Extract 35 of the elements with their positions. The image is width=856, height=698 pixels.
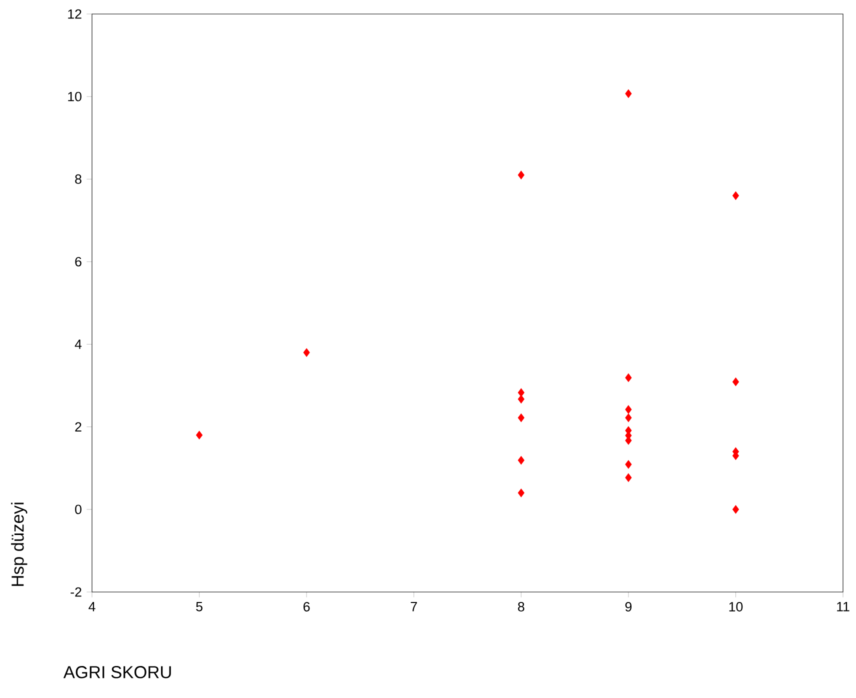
- point: [625, 405, 632, 414]
- point: [732, 191, 739, 200]
- x-tick-label: 6: [304, 602, 310, 612]
- point: [518, 388, 524, 397]
- y-tick-label: -2: [70, 587, 82, 597]
- point: [732, 505, 739, 514]
- point: [518, 170, 524, 180]
- x-tick-label: 8: [518, 602, 524, 612]
- y-tick-label: 2: [75, 422, 82, 432]
- point: [625, 89, 632, 98]
- x-tick-label: 5: [196, 602, 202, 612]
- x-axis-title: AGRI SKORU: [63, 666, 171, 678]
- point: [518, 413, 524, 422]
- y-tick-label: 8: [75, 174, 82, 184]
- point: [518, 488, 524, 498]
- point: [625, 473, 632, 482]
- y-tick-label: 0: [75, 504, 82, 514]
- x-tick-label: 10: [729, 602, 743, 612]
- point: [625, 413, 632, 422]
- x-tick-label: 7: [410, 602, 417, 612]
- point: [732, 378, 739, 386]
- point: [625, 460, 632, 469]
- point: [518, 394, 524, 404]
- x-tick-label: 9: [625, 602, 632, 612]
- point: [196, 430, 203, 440]
- y-tick-label: 4: [74, 340, 82, 349]
- y-axis-title: Hsp düzeyi: [11, 502, 28, 586]
- x-tick-label: 11: [837, 602, 850, 612]
- point: [518, 456, 524, 465]
- y-tick-label: 6: [75, 256, 82, 266]
- point: [625, 373, 632, 382]
- x-tick-label: 4: [88, 602, 96, 612]
- y-tick-label: 12: [68, 9, 82, 19]
- point: [303, 348, 310, 357]
- y-tick-label: 10: [68, 92, 82, 102]
